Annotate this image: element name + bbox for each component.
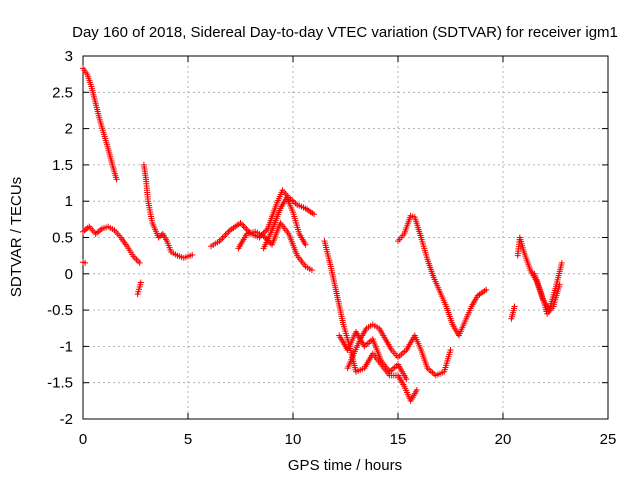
x-tick-label: 15: [390, 431, 407, 448]
x-tick-label: 0: [79, 431, 87, 448]
y-tick-label: 1: [65, 193, 73, 210]
x-tick-label: 10: [285, 431, 302, 448]
data-point: [262, 228, 268, 235]
x-axis-label: GPS time / hours: [288, 457, 402, 474]
data-point: [311, 211, 317, 218]
y-axis: -2 -1.5 -1 -0.5 0 0.5 1 1.5 2 2.5 3: [47, 48, 608, 428]
data-point: [511, 303, 518, 310]
data-point: [260, 233, 267, 240]
y-tick-label: 0.5: [52, 230, 73, 247]
y-tick-label: 2: [65, 121, 73, 138]
x-tick-label: 25: [600, 431, 617, 448]
data-point: [263, 227, 270, 234]
y-tick-label: -0.5: [47, 302, 73, 319]
data-point: [413, 386, 420, 393]
data-points: [80, 65, 565, 404]
data-point: [556, 281, 563, 288]
data-point: [558, 259, 565, 266]
y-tick-label: 2.5: [52, 84, 73, 101]
y-tick-label: -1: [60, 338, 73, 355]
data-point: [82, 259, 89, 266]
y-tick-label: -2: [60, 411, 73, 428]
data-point: [302, 241, 309, 248]
data-point: [137, 279, 144, 286]
data-point: [447, 347, 454, 354]
chart-title: Day 160 of 2018, Sidereal Day-to-day VTE…: [72, 24, 618, 41]
data-point: [113, 176, 120, 183]
x-axis: 0 5 10 15 20 25: [79, 56, 617, 448]
y-tick-label: 3: [65, 48, 73, 65]
data-point: [483, 286, 490, 293]
data-point: [308, 267, 315, 274]
y-tick-label: 0: [65, 266, 73, 283]
x-tick-label: 5: [184, 431, 192, 448]
data-point: [189, 251, 196, 258]
x-tick-label: 20: [495, 431, 512, 448]
data-point: [403, 376, 410, 383]
y-axis-label: SDTVAR / TECUs: [8, 177, 25, 297]
data-point: [136, 259, 143, 266]
y-tick-label: 1.5: [52, 157, 73, 174]
y-tick-label: -1.5: [47, 375, 73, 392]
